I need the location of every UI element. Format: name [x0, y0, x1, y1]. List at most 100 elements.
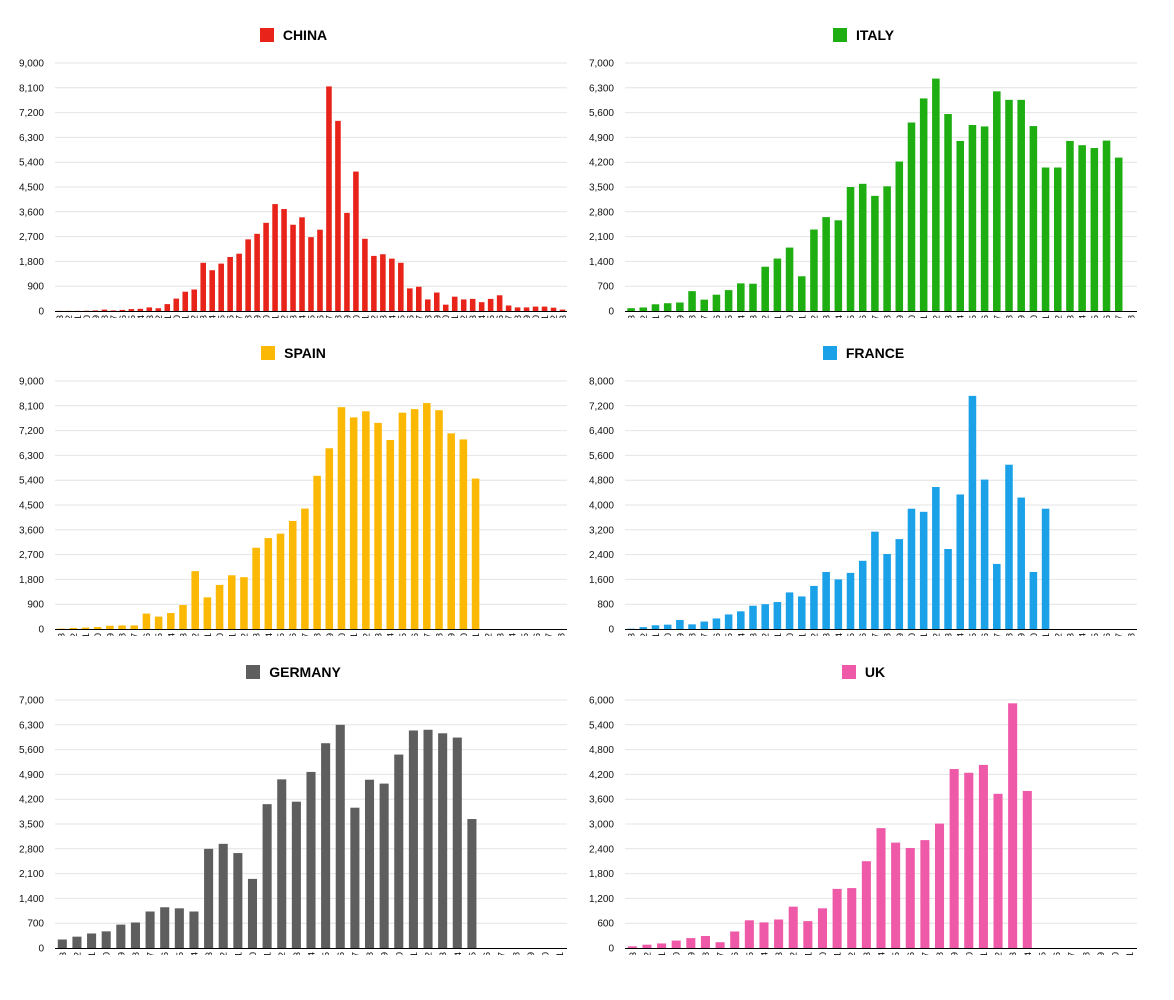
bar [858, 560, 867, 629]
y-tick-label: 3,000 [589, 820, 614, 831]
bar [968, 125, 977, 311]
x-tick-label: 12 [424, 952, 435, 955]
x-tick-label: 13 [289, 315, 300, 318]
x-tick-label: 23 [1065, 633, 1076, 636]
y-tick-label: 2,700 [19, 232, 44, 243]
bar [200, 262, 206, 311]
x-tick-label: -6 [730, 952, 741, 955]
x-tick-label: 9 [380, 952, 391, 955]
x-tick-label: 6 [906, 952, 917, 955]
y-tick-label: 7,200 [19, 426, 44, 437]
x-tick-label: 19 [1017, 633, 1028, 636]
bar [423, 403, 431, 629]
x-tick-label: 24 [387, 315, 398, 318]
x-tick-label: 42 [549, 315, 560, 318]
x-tick-label: 24 [1078, 315, 1089, 318]
bar [834, 579, 843, 629]
x-tick-label: 26 [532, 633, 543, 636]
y-tick-label: 0 [38, 307, 44, 318]
bar [688, 624, 696, 629]
x-tick-label: -2 [191, 633, 202, 636]
x-tick-label: 25 [396, 315, 407, 318]
x-tick-label: -8 [118, 633, 129, 636]
bar [956, 140, 965, 311]
bar [277, 779, 287, 948]
x-tick-label: -6 [118, 315, 129, 318]
bar [380, 254, 386, 311]
bar [883, 186, 891, 311]
bar [700, 936, 710, 948]
bar [1017, 497, 1025, 629]
x-tick-label: -6 [142, 633, 153, 636]
x-tick-label: 20 [1029, 315, 1040, 318]
x-tick-label: 18 [435, 633, 446, 636]
chart-title-row: CHINA [0, 24, 587, 46]
bar [676, 620, 684, 629]
bar [182, 291, 189, 311]
bar [834, 220, 843, 311]
bar [155, 308, 162, 311]
y-tick-label: 5,600 [19, 745, 44, 756]
y-tick-label: 8,100 [19, 83, 44, 94]
bar [321, 743, 331, 948]
bar [1017, 99, 1025, 311]
bar [416, 286, 422, 311]
x-tick-label: -5 [154, 633, 165, 636]
bar [700, 299, 709, 311]
x-tick-label: -12 [72, 952, 83, 955]
x-tick-label: 11 [271, 315, 282, 318]
bar [891, 842, 901, 948]
x-tick-label: 31 [450, 315, 461, 318]
x-tick-label: 17 [1067, 952, 1078, 955]
x-tick-label: 18 [333, 315, 344, 318]
bar [797, 596, 806, 629]
x-tick-label: 14 [1023, 952, 1034, 955]
bar [737, 611, 745, 629]
x-tick-label: 26 [405, 315, 416, 318]
y-tick-label: 1,600 [589, 575, 614, 586]
x-tick-label: -2 [789, 952, 800, 955]
chart-title: CHINA [282, 27, 328, 43]
bar [433, 292, 440, 311]
bar [106, 625, 114, 629]
bar [189, 911, 199, 948]
y-tick-label: 2,800 [589, 207, 614, 218]
x-tick-label: -3 [145, 315, 156, 318]
y-tick-label: 5,400 [19, 476, 44, 487]
x-tick-label: 2 [239, 633, 250, 636]
x-tick-label: -3 [774, 952, 785, 955]
y-tick-label: 9,000 [19, 59, 44, 70]
bar [1041, 167, 1050, 311]
x-tick-label: 11 [919, 315, 930, 318]
y-tick-label: 4,000 [589, 501, 614, 512]
x-tick-label: -7 [700, 633, 711, 636]
bar [496, 295, 503, 311]
bar [639, 627, 648, 629]
x-tick-label: 13 [438, 952, 449, 955]
x-tick-label: 16 [482, 952, 493, 955]
x-tick-label: 9 [253, 315, 264, 318]
bar [325, 448, 334, 629]
x-tick-label: -11 [651, 315, 662, 318]
x-tick-label: -4 [736, 633, 747, 636]
bar [362, 411, 370, 629]
bar [116, 924, 126, 948]
bar [164, 304, 171, 311]
y-tick-label: 3,600 [19, 207, 44, 218]
bar [749, 283, 757, 311]
x-tick-label: -13 [58, 952, 69, 955]
x-tick-label: -12 [639, 633, 650, 636]
bar [236, 253, 242, 311]
x-tick-label: -4 [759, 952, 770, 955]
bar [861, 861, 871, 948]
x-tick-label: 26 [1102, 633, 1113, 636]
y-tick-label: 3,600 [589, 795, 614, 806]
bar [832, 888, 842, 948]
bar [905, 847, 915, 948]
x-tick-label: 9 [950, 952, 961, 955]
chart-title: GERMANY [269, 664, 341, 680]
x-tick-label: -13 [628, 952, 639, 955]
bar [142, 613, 151, 629]
x-tick-label: 17 [422, 633, 433, 636]
bar [505, 305, 512, 311]
